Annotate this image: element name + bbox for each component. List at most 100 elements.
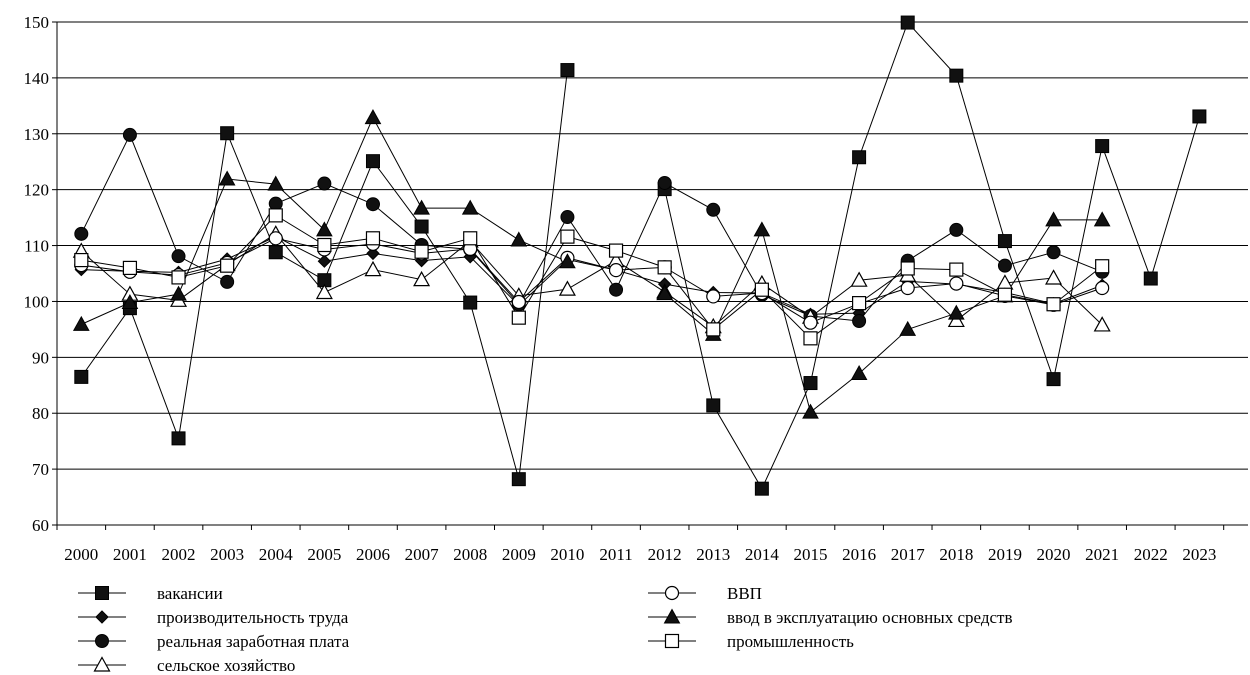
x-tick-label: 2009 [502, 545, 536, 564]
data-point [315, 283, 333, 300]
data-point [900, 280, 915, 296]
legend-item: вакансии [78, 584, 223, 603]
data-point [706, 322, 721, 337]
x-tick-label: 2012 [648, 545, 682, 564]
data-point [218, 170, 236, 186]
data-point [220, 126, 235, 141]
x-tick-label: 2021 [1085, 545, 1119, 564]
data-point [657, 175, 672, 190]
x-tick-label: 2022 [1134, 545, 1168, 564]
legend-label: ВВП [727, 584, 762, 603]
data-point [317, 237, 332, 253]
data-point [656, 285, 674, 301]
series-line [81, 237, 1103, 324]
data-point [414, 244, 429, 259]
x-tick-label: 2011 [599, 545, 632, 564]
y-tick-label: 120 [24, 181, 50, 200]
data-point [852, 314, 867, 329]
x-tick-label: 2018 [939, 545, 973, 564]
legend-marker [95, 586, 109, 600]
x-tick-label: 2007 [405, 545, 440, 564]
legend-marker [663, 608, 681, 624]
axes: 60 70 80 90 100 110 120 130 140 150 2000 2001 2002 20… [24, 13, 1248, 564]
data-point [364, 109, 382, 125]
data-point [997, 258, 1012, 273]
x-tick-label: 2017 [891, 545, 926, 564]
data-point [1093, 316, 1111, 332]
legend-marker [93, 656, 111, 672]
data-point [1095, 139, 1110, 154]
y-tick-label: 110 [24, 237, 49, 256]
data-point [268, 245, 283, 260]
data-point [74, 226, 89, 241]
legend-label: вакансии [157, 584, 223, 603]
data-point [317, 176, 332, 191]
legend-item: производительность труда [78, 608, 349, 627]
legend-marker [95, 610, 109, 624]
data-point [949, 276, 964, 291]
data-point [72, 315, 90, 331]
legend-label: реальная заработная плата [157, 632, 350, 651]
y-tick-label: 130 [24, 125, 50, 144]
data-point [560, 210, 575, 225]
legend-label: ввод в эксплуатацию основных средств [727, 608, 1012, 627]
x-tick-label: 2013 [696, 545, 730, 564]
data-point [1046, 245, 1061, 260]
data-point [121, 294, 139, 310]
data-point [365, 197, 380, 212]
data-point [1045, 269, 1063, 285]
data-point [463, 231, 478, 246]
data-point [852, 296, 867, 311]
data-point [560, 63, 575, 78]
y-tick-label: 140 [24, 69, 50, 88]
data-point [706, 398, 721, 413]
data-point [267, 175, 285, 191]
y-tick-label: 70 [32, 460, 49, 479]
y-tick-label: 150 [24, 13, 50, 32]
series-line [664, 21, 1200, 490]
data-point [171, 249, 186, 264]
series-line [80, 233, 1103, 328]
y-tick-label: 100 [24, 292, 50, 311]
data-point [1046, 297, 1061, 312]
data-point [1046, 372, 1061, 387]
data-point [122, 127, 137, 142]
data-point [609, 282, 624, 297]
data-point [220, 258, 235, 273]
legend-label: производительность труда [157, 608, 349, 627]
data-point [268, 196, 283, 211]
x-tick-label: 2002 [162, 545, 196, 564]
data-point [1093, 211, 1111, 227]
data-point [850, 365, 868, 381]
x-tick-label: 2023 [1182, 545, 1216, 564]
series-line [81, 214, 1103, 339]
data-point [461, 199, 479, 215]
series-lines [80, 21, 1200, 490]
data-point [316, 221, 333, 237]
data-point [268, 231, 283, 246]
data-point [1095, 280, 1110, 296]
x-tick-label: 2006 [356, 545, 390, 564]
data-point [74, 252, 89, 268]
series-line [664, 219, 1103, 413]
data-point [560, 229, 575, 244]
x-tick-label: 2008 [453, 545, 487, 564]
x-tick-label: 2010 [550, 545, 584, 564]
data-point [74, 369, 89, 384]
data-point [268, 208, 283, 223]
legend-item: ввод в эксплуатацию основных средств [648, 608, 1012, 627]
data-point [364, 260, 382, 277]
legend-marker [95, 634, 109, 648]
data-point [510, 231, 528, 247]
legend-marker [664, 633, 680, 649]
data-point [317, 254, 332, 268]
data-point [997, 234, 1012, 249]
data-point [414, 219, 429, 234]
data-point [754, 282, 769, 297]
grid-lines [57, 21, 1248, 470]
data-point [949, 222, 964, 237]
data-point [900, 15, 915, 30]
data-point [1045, 211, 1062, 227]
series-line [81, 236, 1103, 315]
